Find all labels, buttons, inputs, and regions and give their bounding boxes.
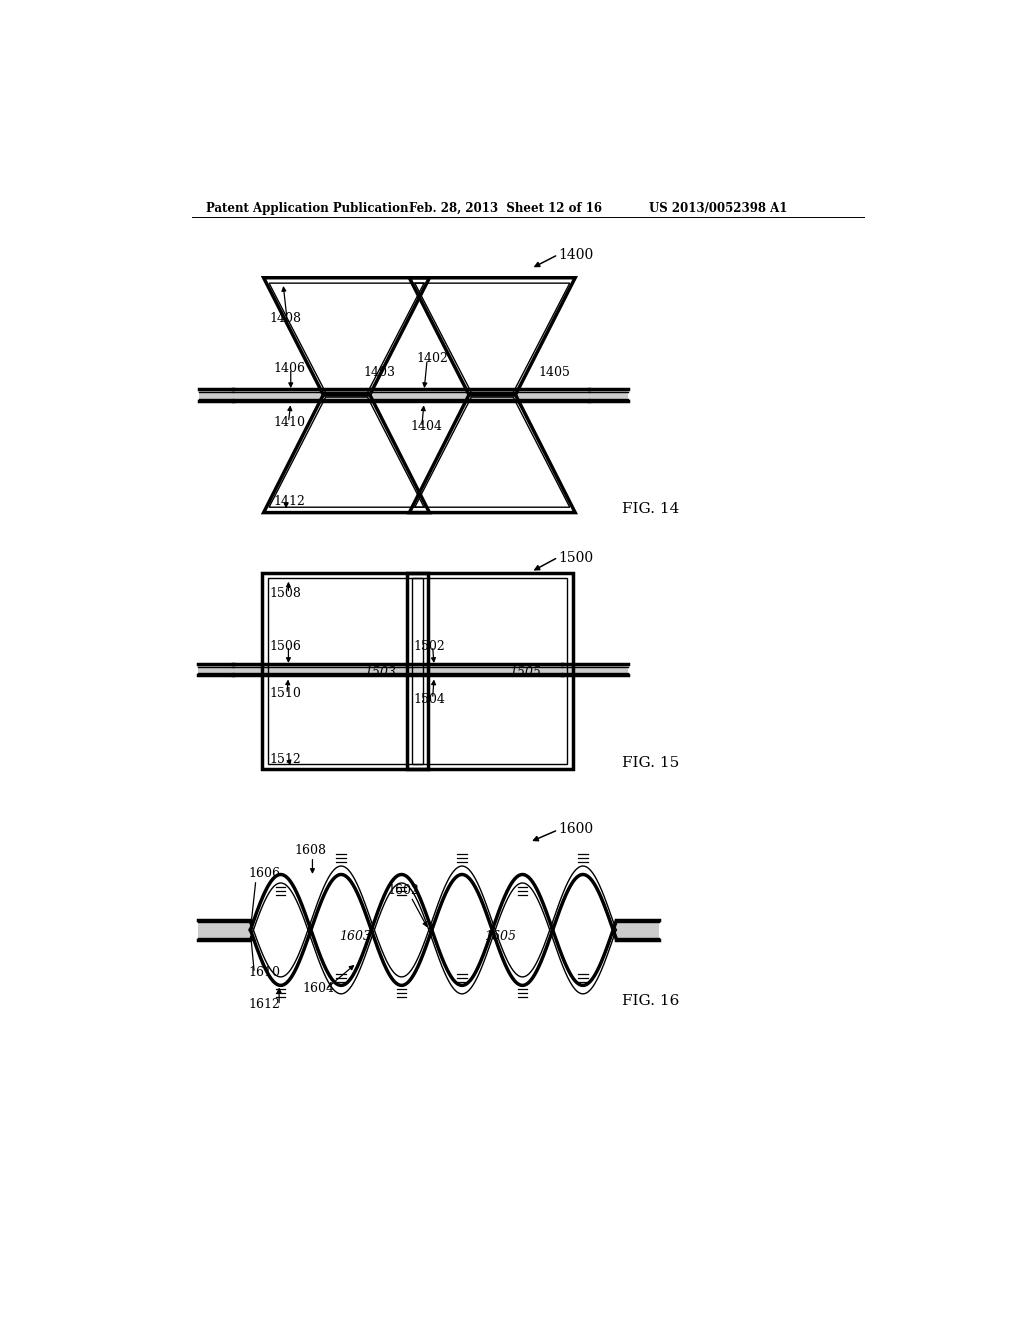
Bar <box>407 573 572 770</box>
Text: Feb. 28, 2013  Sheet 12 of 16: Feb. 28, 2013 Sheet 12 of 16 <box>409 202 601 215</box>
Text: 1512: 1512 <box>270 752 302 766</box>
Bar <box>232 389 589 401</box>
Bar <box>198 920 251 940</box>
Text: 1603: 1603 <box>340 931 372 942</box>
Text: 1608: 1608 <box>295 843 327 857</box>
Text: 1604: 1604 <box>302 982 335 994</box>
Text: 1505: 1505 <box>509 665 542 678</box>
Text: 1612: 1612 <box>248 998 280 1011</box>
Text: 1602: 1602 <box>388 884 420 896</box>
Text: 1508: 1508 <box>270 587 302 601</box>
Text: Patent Application Publication: Patent Application Publication <box>206 202 408 215</box>
Text: 1500: 1500 <box>558 552 593 565</box>
Text: FIG. 16: FIG. 16 <box>623 994 680 1008</box>
Text: 1600: 1600 <box>558 822 593 836</box>
Bar <box>413 578 567 763</box>
Text: 1502: 1502 <box>414 640 445 652</box>
Text: 1503: 1503 <box>365 665 396 678</box>
Text: 1403: 1403 <box>364 366 395 379</box>
Text: 1405: 1405 <box>539 366 570 379</box>
Text: 1412: 1412 <box>273 495 305 508</box>
Text: FIG. 14: FIG. 14 <box>623 502 680 516</box>
Bar <box>262 573 428 770</box>
Text: 1404: 1404 <box>410 420 442 433</box>
Text: FIG. 15: FIG. 15 <box>623 755 680 770</box>
Bar <box>267 578 423 763</box>
Bar <box>589 389 628 401</box>
Text: 1610: 1610 <box>248 966 281 979</box>
Bar <box>562 664 628 675</box>
Bar <box>616 920 658 940</box>
Text: 1606: 1606 <box>248 867 281 880</box>
Text: 1605: 1605 <box>484 931 516 942</box>
Text: 1400: 1400 <box>558 248 593 263</box>
Bar <box>198 664 232 675</box>
Text: 1506: 1506 <box>270 640 302 652</box>
Bar <box>200 389 232 401</box>
Text: 1510: 1510 <box>270 688 302 701</box>
Bar <box>232 664 562 675</box>
Text: 1408: 1408 <box>270 313 302 326</box>
Text: US 2013/0052398 A1: US 2013/0052398 A1 <box>649 202 787 215</box>
Text: 1504: 1504 <box>414 693 445 706</box>
Text: 1406: 1406 <box>273 363 306 375</box>
Text: 1402: 1402 <box>417 352 449 366</box>
Text: 1410: 1410 <box>273 416 306 429</box>
